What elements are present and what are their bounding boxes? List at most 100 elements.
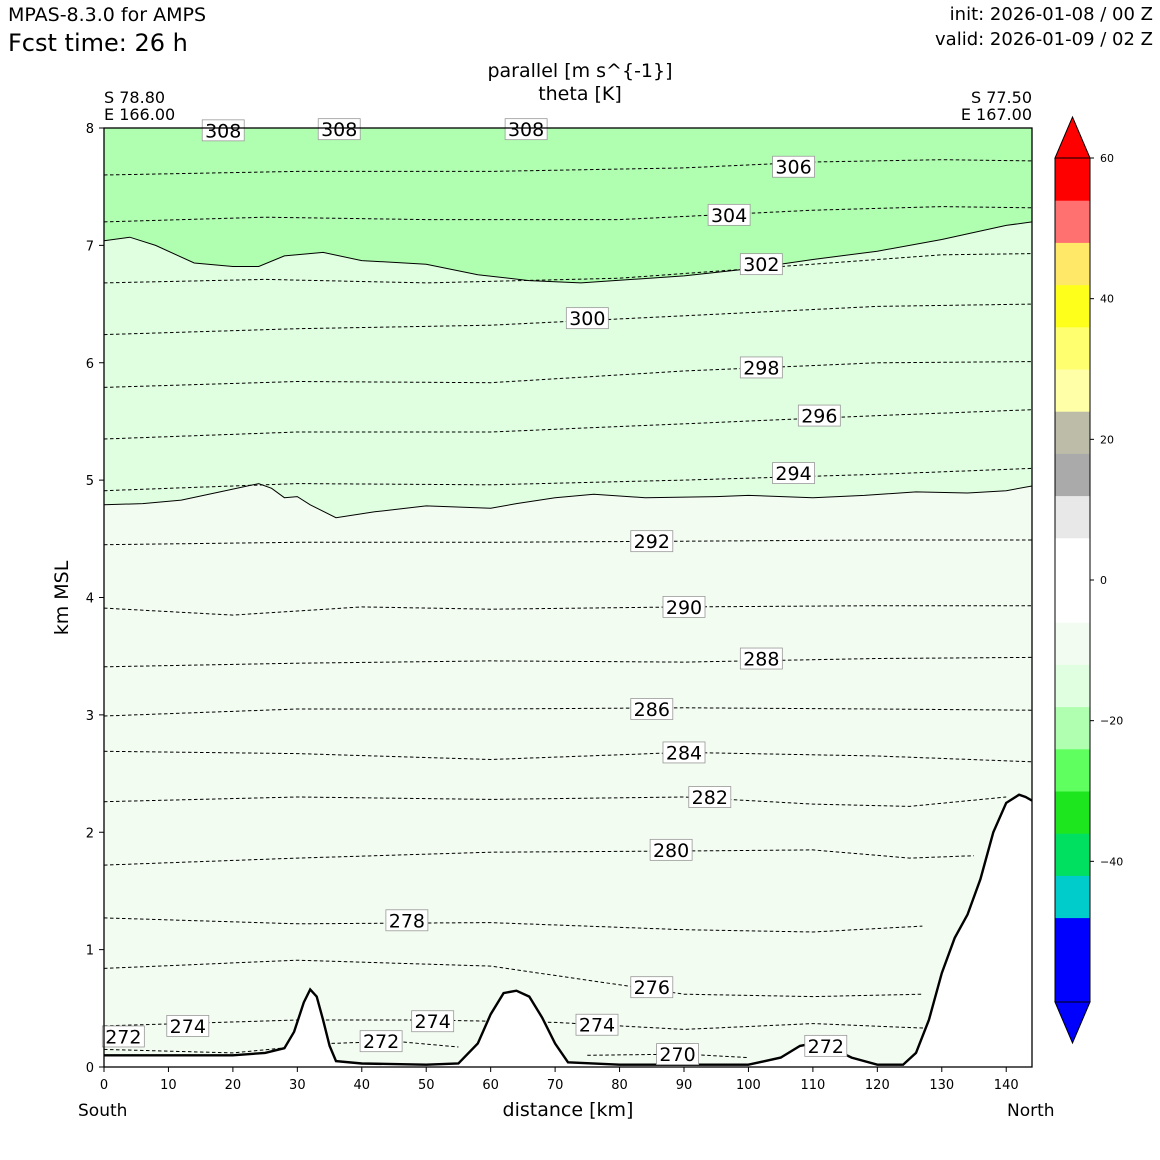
y-tick-label-2: 2: [86, 826, 94, 841]
theta-contour-280: [104, 849, 975, 866]
x-tick-label-130: 130: [929, 1078, 954, 1093]
x-tick-label-120: 120: [865, 1078, 890, 1093]
theta-label-extra-1: 308: [321, 119, 357, 141]
colorbar: 60 40 20 0 −20 −40: [1054, 115, 1123, 1045]
colorbar-tick-label-40: 40: [1100, 293, 1114, 306]
colorbar-bin-8: [1055, 622, 1090, 665]
theta-label-286: 286: [634, 699, 670, 721]
theta-label-284-box: [662, 741, 706, 764]
fill-boundary-mid: [104, 483, 1032, 519]
colorbar-bin-2: [1055, 875, 1090, 919]
theta-label-290: 290: [666, 597, 702, 619]
theta-label-288-box: [739, 647, 783, 670]
theta-label-276: 276: [634, 977, 670, 999]
colorbar-bin-16: [1055, 284, 1090, 328]
theta-contour-294: [104, 467, 1032, 492]
theta-contour-layer: [104, 159, 1032, 1059]
colorbar-bin-1: [1055, 917, 1090, 961]
theta-label-302: 302: [743, 254, 779, 276]
x-tick-label-30: 30: [289, 1078, 306, 1093]
theta-label-294-box: [772, 462, 815, 484]
theta-label-288: 288: [743, 649, 779, 671]
theta-contour-278: [104, 917, 923, 933]
theta-label-294: 294: [775, 463, 811, 485]
theta-label-282-box: [688, 786, 732, 808]
north-label: North: [1007, 1101, 1055, 1121]
theta-label-278: 278: [389, 910, 425, 932]
colorbar-bin-15: [1055, 326, 1090, 370]
theta-label-extra-0: 308: [205, 120, 241, 142]
theta-label-extra-2-box: [504, 118, 548, 141]
y-tick-label-6: 6: [86, 357, 94, 372]
colorbar-bin-5: [1055, 748, 1090, 792]
theta-label-302-box: [739, 253, 783, 276]
y-tick-label-3: 3: [86, 709, 94, 724]
left-end-latitude: S 78.80: [104, 88, 166, 107]
theta-label-extra-3-box: [166, 1015, 210, 1037]
theta-label-296-box: [797, 404, 841, 427]
theta-label-274: 274: [415, 1011, 451, 1033]
theta-label-extra-6: 272: [808, 1036, 844, 1058]
colorbar-tick-label--20: −20: [1100, 715, 1123, 728]
x-tick-label-0: 0: [100, 1078, 108, 1093]
colorbar-bin-19: [1055, 158, 1090, 201]
x-tick-label-100: 100: [736, 1078, 761, 1093]
theta-label-270: 270: [659, 1044, 695, 1066]
colorbar-bin-17: [1055, 242, 1090, 286]
theta-label-272: 272: [363, 1031, 399, 1053]
theta-contour-282: [104, 796, 1007, 807]
theta-contour-298: [104, 361, 1032, 388]
terrain-layer: [104, 793, 1032, 1067]
valid-time: valid: 2026-01-09 / 02 Z: [935, 29, 1153, 50]
x-tick-label-60: 60: [482, 1078, 499, 1093]
colorbar-tick-label-0: 0: [1100, 574, 1107, 587]
init-time: init: 2026-01-08 / 00 Z: [949, 4, 1153, 25]
theta-label-extra-6-box: [804, 1034, 848, 1057]
colorbar-bin-11: [1055, 495, 1090, 539]
colorbar-bin-10: [1055, 537, 1090, 581]
theta-label-extra-5: 274: [579, 1015, 615, 1037]
y-tick-label-7: 7: [86, 239, 94, 254]
right-end-longitude: E 167.00: [960, 105, 1032, 124]
theta-label-298-box: [739, 356, 783, 379]
colorbar-bin-12: [1055, 453, 1090, 497]
y-tick-label-1: 1: [86, 944, 94, 959]
right-end-latitude: S 77.50: [970, 88, 1032, 107]
x-tick-label-20: 20: [225, 1078, 242, 1093]
y-tick-label-5: 5: [86, 474, 94, 489]
colorbar-bin-7: [1055, 664, 1090, 708]
x-tick-label-140: 140: [994, 1078, 1019, 1093]
theta-label-280: 280: [653, 840, 689, 862]
theta-contour-272: [104, 1040, 459, 1054]
theta-contour-276: [104, 959, 923, 998]
south-label: South: [78, 1101, 128, 1121]
theta-label-274-box: [411, 1010, 455, 1033]
theta-contour-286: [104, 707, 1032, 717]
theta-contour-300: [104, 303, 1032, 336]
theta-label-300-box: [565, 307, 609, 330]
terrain-outline: [104, 793, 1032, 1066]
theta-contour-296: [104, 409, 1032, 440]
chart-subtitle: theta [K]: [538, 83, 622, 105]
forecast-time: Fcst time: 26 h: [8, 29, 188, 57]
theta-label-300: 300: [569, 308, 605, 330]
colorbar-bin-0: [1055, 959, 1090, 1003]
theta-label-278-box: [385, 909, 429, 932]
theta-label-extra-5-box: [575, 1013, 619, 1036]
theta-label-290-box: [662, 595, 706, 618]
colorbar-tick-label-60: 60: [1100, 152, 1114, 165]
theta-label-extra-4: 272: [105, 1026, 141, 1048]
colorbar-extend-low: [1054, 1001, 1091, 1045]
theta-label-306-box: [772, 155, 815, 178]
left-end-longitude: E 166.00: [104, 105, 176, 124]
x-axis-label: distance [km]: [502, 1099, 634, 1121]
colorbar-bin-3: [1055, 833, 1090, 876]
theta-label-extra-0-box: [201, 119, 245, 142]
terrain-fill: [104, 794, 1032, 1067]
theta-label-292: 292: [634, 531, 670, 553]
theta-label-280-box: [649, 838, 693, 861]
axes-layer: 0 10 20 30 40 50 60 70 80 90 100 110 120 130 140 0 1 2 3 4 5…: [86, 122, 1019, 1093]
chart-title: parallel [m s^{-1}]: [487, 60, 673, 82]
theta-label-276-box: [630, 976, 674, 999]
